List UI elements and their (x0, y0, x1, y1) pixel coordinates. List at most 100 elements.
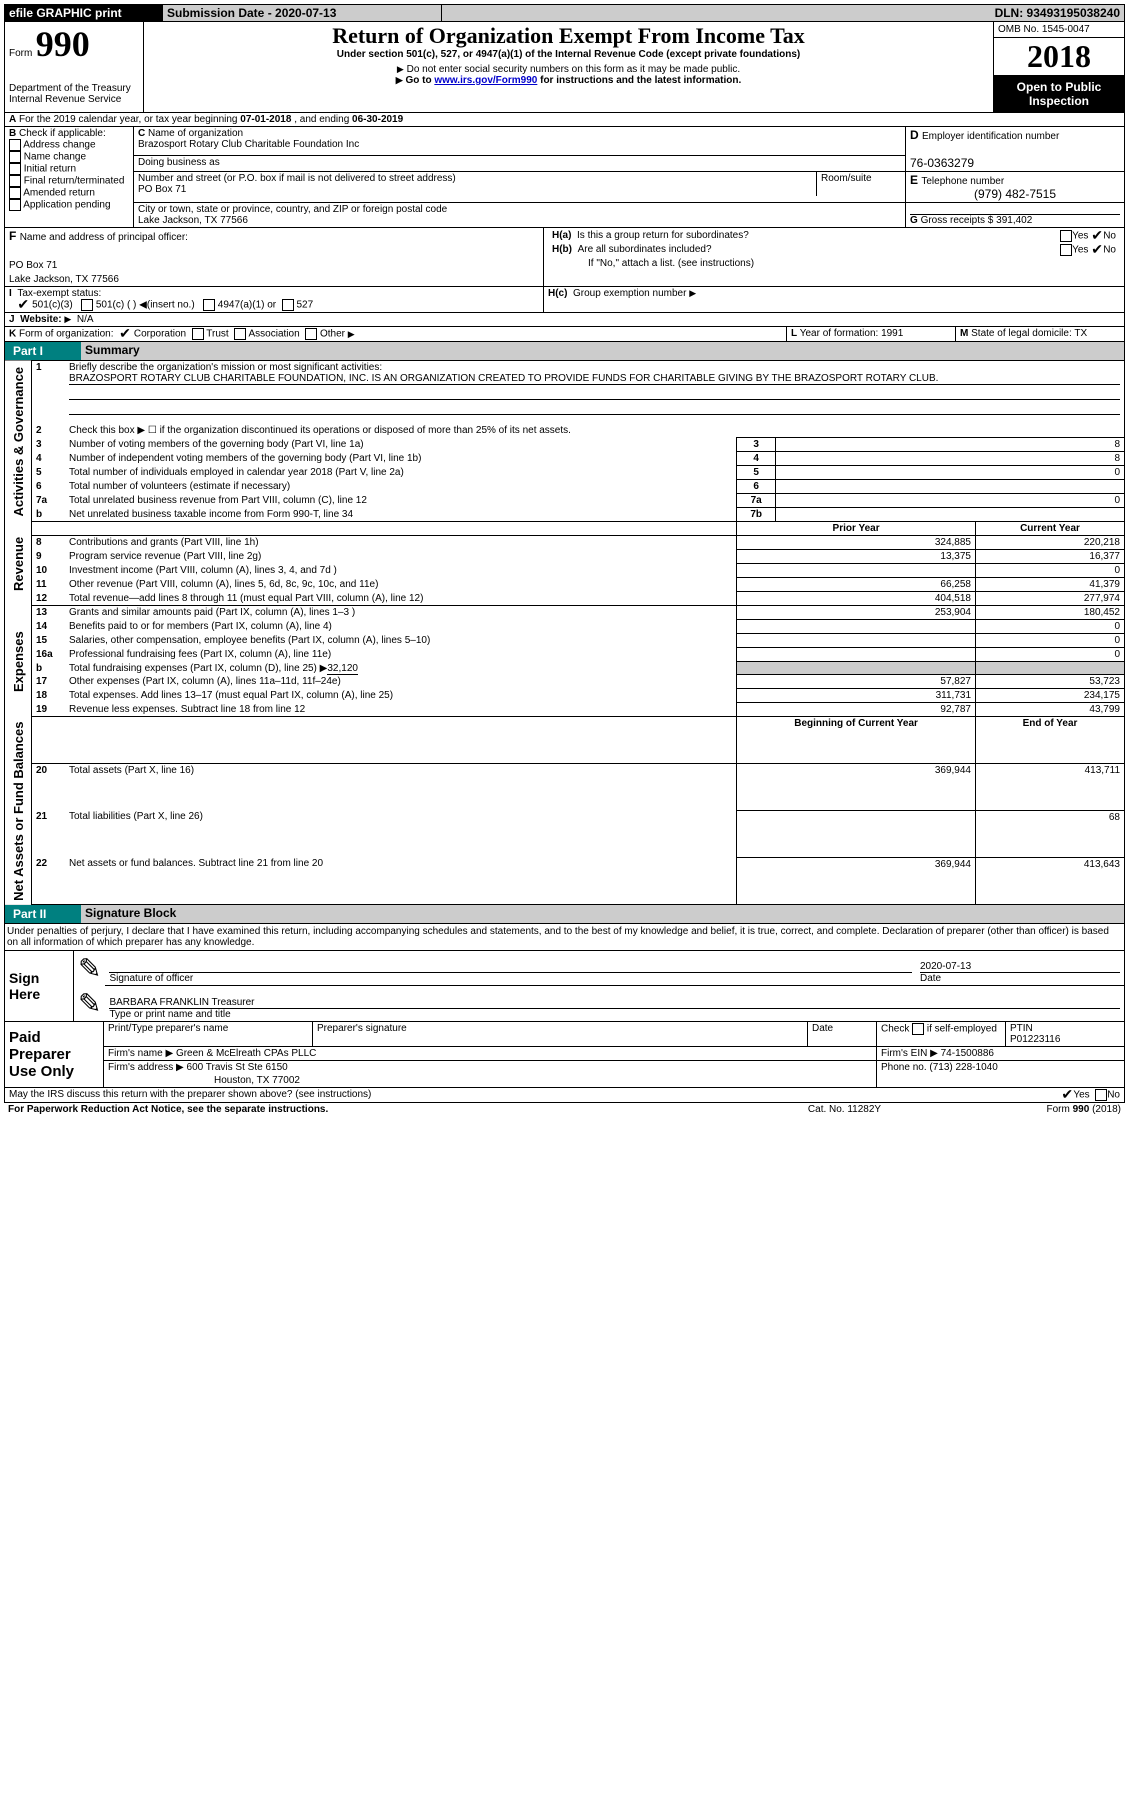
f-prefix: F (9, 229, 16, 243)
g-label: Gross receipts $ (921, 215, 997, 226)
discuss-yes[interactable]: Yes (1073, 1090, 1089, 1101)
sig-officer-label: Signature of officer (109, 972, 912, 984)
k-trust[interactable]: Trust (206, 329, 228, 340)
i-label: Tax-exempt status: (17, 288, 101, 299)
cb-address[interactable]: Address change (23, 140, 95, 151)
city-label: City or town, state or province, country… (138, 204, 447, 215)
j-label: Website: (20, 314, 62, 325)
side-netassets: Net Assets or Fund Balances (5, 717, 32, 905)
addr-label: Number and street (or P.O. box if mail i… (138, 173, 456, 184)
row-16a: 16aProfessional fundraising fees (Part I… (5, 648, 1125, 662)
firm-addr-label: Firm's address ▶ (108, 1062, 184, 1073)
row-8: 8Contributions and grants (Part VIII, li… (5, 536, 1125, 550)
efile-label[interactable]: efile GRAPHIC print (5, 5, 164, 22)
k-other[interactable]: Other (320, 329, 345, 340)
ha-no[interactable]: No (1103, 231, 1116, 242)
k-corp[interactable]: Corporation (134, 329, 186, 340)
row-10: 10Investment income (Part VIII, column (… (5, 564, 1125, 578)
firm-name: Green & McElreath CPAs PLLC (176, 1048, 316, 1059)
current-year-header: Current Year (976, 522, 1125, 536)
row-20: 20Total assets (Part X, line 16)369,9444… (5, 763, 1125, 810)
form-subtitle: Under section 501(c), 527, or 4947(a)(1)… (148, 49, 989, 60)
prep-date-label: Date (808, 1021, 877, 1046)
city-value: Lake Jackson, TX 77566 (138, 215, 248, 226)
discuss-no[interactable]: No (1107, 1090, 1120, 1101)
website-value: N/A (77, 314, 94, 325)
declaration-text: Under penalties of perjury, I declare th… (4, 924, 1125, 951)
omb: OMB No. 1545-0047 (994, 22, 1124, 38)
check-self-employed[interactable]: Check if self-employed (877, 1021, 1006, 1046)
row-7a: 7aTotal unrelated business revenue from … (5, 494, 1125, 508)
j-prefix: J (9, 314, 15, 325)
row-9: 9Program service revenue (Part VIII, lin… (5, 550, 1125, 564)
row-17: 17Other expenses (Part IX, column (A), l… (5, 675, 1125, 689)
ein-value: 76-0363279 (910, 156, 974, 170)
d-prefix: D (910, 128, 919, 142)
ptin-value: P01223116 (1010, 1034, 1060, 1045)
prep-name-label: Print/Type preparer's name (104, 1021, 313, 1046)
row-6: 6Total number of volunteers (estimate if… (5, 480, 1125, 494)
discuss-text: May the IRS discuss this return with the… (5, 1088, 967, 1103)
q2-text: Check this box ▶ ☐ if the organization d… (65, 424, 1125, 438)
k-label: Form of organization: (19, 329, 114, 340)
begin-year-header: Beginning of Current Year (737, 717, 976, 764)
row-22: 22Net assets or fund balances. Subtract … (5, 857, 1125, 904)
i-501c[interactable]: 501(c) ( ) (96, 300, 137, 311)
row-b: b Total fundraising expenses (Part IX, c… (5, 662, 1125, 675)
part1-label: Part I (5, 342, 82, 361)
cb-apppending[interactable]: Application pending (23, 200, 110, 211)
paid-preparer: Paid Preparer Use Only (5, 1021, 104, 1087)
m-label: State of legal domicile: (971, 328, 1074, 339)
row-13: Expenses 13Grants and similar amounts pa… (5, 606, 1125, 620)
hb-yes[interactable]: Yes (1072, 245, 1088, 256)
type-name-label: Type or print name and title (109, 1009, 1120, 1020)
goto-link[interactable]: www.irs.gov/Form990 (434, 75, 537, 86)
firm-phone: (713) 228-1040 (929, 1062, 997, 1073)
cb-initial[interactable]: Initial return (24, 164, 76, 175)
sig-date-value: 2020-07-13 (920, 961, 1120, 972)
line-a-end: 06-30-2019 (352, 114, 403, 125)
cb-amended[interactable]: Amended return (23, 188, 95, 199)
firm-name-label: Firm's name ▶ (108, 1048, 173, 1059)
footer-left: For Paperwork Reduction Act Notice, see … (4, 1103, 752, 1116)
submission-date: Submission Date - 2020-07-13 (163, 5, 442, 22)
box-b: B Check if applicable: Address change Na… (5, 127, 134, 228)
goto-post: for instructions and the latest informat… (537, 75, 741, 86)
dba-label: Doing business as (138, 157, 220, 168)
q1-label: Briefly describe the organization's miss… (69, 362, 382, 373)
officer-name: BARBARA FRANKLIN Treasurer (109, 997, 1120, 1009)
room-label: Room/suite (817, 172, 906, 196)
ha-yes[interactable]: Yes (1072, 231, 1088, 242)
firm-addr2: Houston, TX 77002 (104, 1074, 877, 1088)
side-revenue: Revenue (5, 522, 32, 606)
top-bar: efile GRAPHIC print Submission Date - 20… (4, 4, 1125, 22)
i-527[interactable]: 527 (296, 300, 313, 311)
e-prefix: E (910, 173, 918, 187)
part1-title: Summary (81, 342, 1125, 361)
l-value: 1991 (881, 328, 903, 339)
ptin-label: PTIN (1010, 1023, 1033, 1034)
form-number: 990 (36, 24, 90, 64)
cb-final[interactable]: Final return/terminated (24, 176, 125, 187)
l-prefix: L (791, 328, 797, 339)
i-501c3[interactable]: 501(c)(3) (32, 300, 73, 311)
h-note: If "No," attach a list. (see instruction… (548, 257, 1120, 270)
firm-addr1: 600 Travis St Ste 6150 (187, 1062, 288, 1073)
org-name: Brazosport Rotary Club Charitable Founda… (138, 139, 359, 150)
d-label: Employer identification number (922, 131, 1059, 142)
row-5: 5Total number of individuals employed in… (5, 466, 1125, 480)
form-title: Return of Organization Exempt From Incom… (148, 23, 989, 49)
side-governance: Activities & Governance (5, 361, 32, 522)
form-header: Form 990 Department of the Treasury Inte… (4, 22, 1125, 113)
k-assoc[interactable]: Association (249, 329, 300, 340)
i-4947[interactable]: 4947(a)(1) or (218, 300, 276, 311)
row-7b: bNet unrelated business taxable income f… (5, 508, 1125, 522)
phone-value: (979) 482-7515 (910, 187, 1120, 201)
ha-label: Is this a group return for subordinates? (577, 230, 749, 241)
m-value: TX (1074, 328, 1087, 339)
phone-label: Phone no. (881, 1062, 929, 1073)
row-21: 21Total liabilities (Part X, line 26)68 (5, 810, 1125, 857)
hb-no[interactable]: No (1103, 245, 1116, 256)
m-prefix: M (960, 328, 968, 339)
cb-name[interactable]: Name change (24, 152, 86, 163)
